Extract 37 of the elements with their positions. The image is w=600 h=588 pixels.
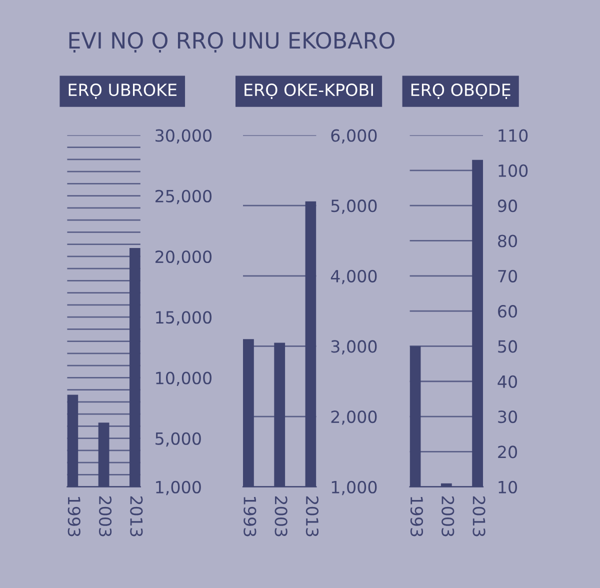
x-tick-label: 1993 (68, 497, 80, 536)
y-tick-label: 30 (498, 410, 517, 424)
x-tick-label: 2003 (442, 496, 454, 536)
y-tick-label: 10 (498, 480, 517, 494)
y-tick-label: 4,000 (330, 270, 377, 284)
y-tick-label: 1,000 (332, 480, 377, 496)
y-tick-label: 6,000 (331, 129, 377, 144)
x-tick-label: 1993 (244, 497, 256, 536)
y-tick-label: 25,000 (156, 190, 212, 204)
y-tick-label: 100 (498, 164, 528, 177)
text: ẸVI NỌ Ọ RRỌ UNU EKOBARO (69, 32, 394, 53)
y-tick-label: 50 (498, 340, 517, 353)
y-tick-label: 10,000 (156, 372, 212, 386)
chart-title: ERỌ OBỌDẸ (411, 84, 510, 99)
y-tick-label: 60 (498, 305, 517, 318)
y-tick-label: 80 (498, 234, 517, 248)
y-tick-label: 3,000 (331, 340, 377, 354)
y-tick-label: 40 (498, 375, 517, 388)
y-tick-label: 15,000 (156, 311, 212, 326)
y-tick-label: 20,000 (156, 250, 212, 265)
chart-title: ERỌ OKE-KPOBI (244, 84, 373, 99)
y-tick-label: 30,000 (156, 129, 212, 144)
y-tick-label: 20 (498, 446, 517, 458)
x-tick-label: 2003 (98, 496, 112, 536)
x-tick-label: 2013 (130, 496, 143, 536)
y-tick-label: 5,000 (331, 200, 377, 214)
x-tick-label: 1993 (410, 497, 424, 536)
y-tick-label: 2,000 (331, 410, 377, 425)
y-tick-label: 5,000 (156, 432, 201, 447)
x-tick-label: 2013 (472, 496, 486, 536)
chart-title: ERỌ UBROKE (68, 84, 176, 99)
y-tick-label: 110 (498, 129, 528, 142)
y-tick-label: 70 (498, 270, 517, 282)
y-tick-label: 1,000 (156, 480, 201, 496)
y-tick-label: 90 (498, 200, 517, 212)
x-tick-label: 2003 (274, 496, 288, 536)
x-tick-label: 2013 (306, 496, 319, 536)
